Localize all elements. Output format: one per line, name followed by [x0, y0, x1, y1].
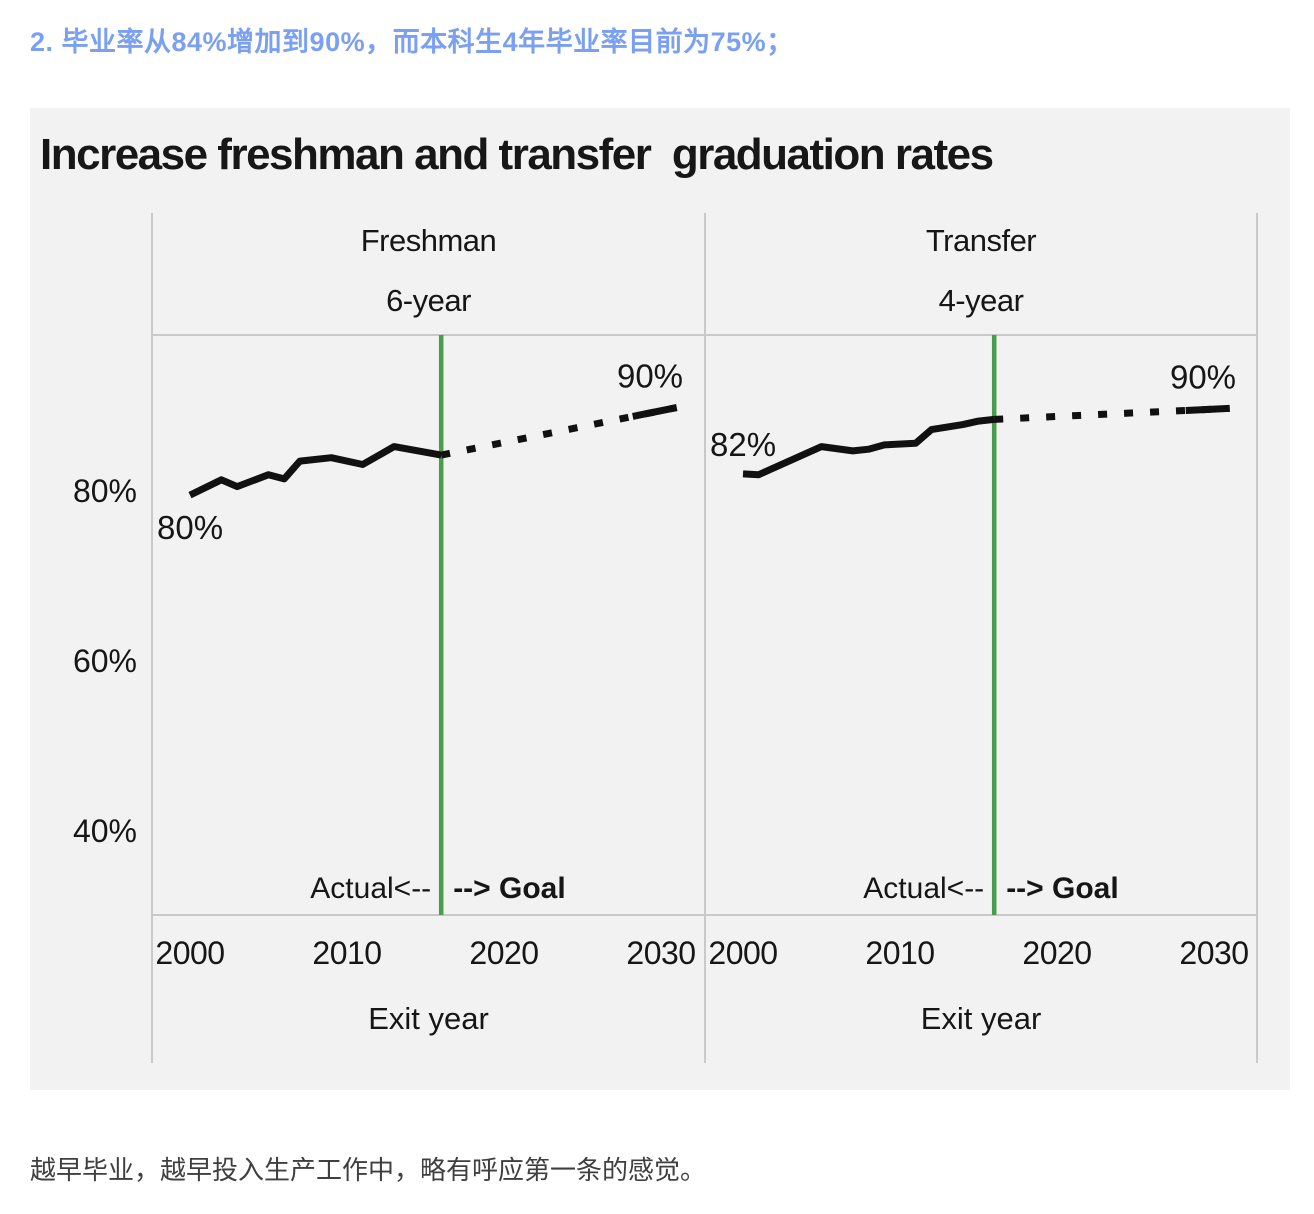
x-tick-label: 2030 [626, 935, 695, 971]
start-value-label: 80% [157, 509, 223, 546]
x-axis-title: Exit year [368, 1001, 489, 1036]
x-tick-label: 2020 [469, 935, 538, 971]
x-tick-label: 2030 [1179, 935, 1248, 971]
actual-line [188, 443, 442, 499]
y-tick-label: 80% [73, 473, 137, 509]
goal-line-tail [632, 404, 678, 420]
graduation-rates-chart: 80% 60% 40% Freshman 6-year 80% 90% Actual<-- --… [73, 213, 1258, 1063]
actual-annotation: Actual<-- [863, 872, 984, 905]
goal-annotation: --> Goal [453, 872, 566, 905]
panel-term-label: 6-year [386, 283, 471, 318]
actual-line [742, 415, 995, 479]
goal-value-label: 90% [617, 358, 683, 395]
panel-group-label: Transfer [926, 223, 1036, 258]
footer-note: 越早毕业，越早投入生产工作中，略有呼应第一条的感觉。 [30, 1155, 707, 1185]
chart-card: Increase freshman and transfer graduatio… [30, 108, 1290, 1090]
actual-annotation: Actual<-- [310, 872, 431, 905]
x-axis-title: Exit year [921, 1001, 1042, 1036]
x-tick-label: 2000 [155, 935, 224, 971]
x-tick-label: 2010 [312, 935, 381, 971]
goal-value-label: 90% [1170, 358, 1236, 395]
chart-title: Increase freshman and transfer graduatio… [40, 130, 994, 179]
start-value-label: 82% [710, 426, 776, 463]
panel-group-label: Freshman [361, 223, 497, 258]
x-tick-label: 2020 [1022, 935, 1091, 971]
panel-term-label: 4-year [939, 283, 1024, 318]
y-tick-label: 40% [73, 813, 137, 849]
x-tick-label: 2010 [865, 935, 934, 971]
y-tick-label: 60% [73, 643, 137, 679]
goal-line-tail [1185, 404, 1230, 414]
section-heading: 2. 毕业率从84%增加到90%，而本科生4年毕业率目前为75%； [30, 27, 794, 57]
goal-annotation: --> Goal [1006, 872, 1119, 905]
x-tick-label: 2000 [708, 935, 777, 971]
